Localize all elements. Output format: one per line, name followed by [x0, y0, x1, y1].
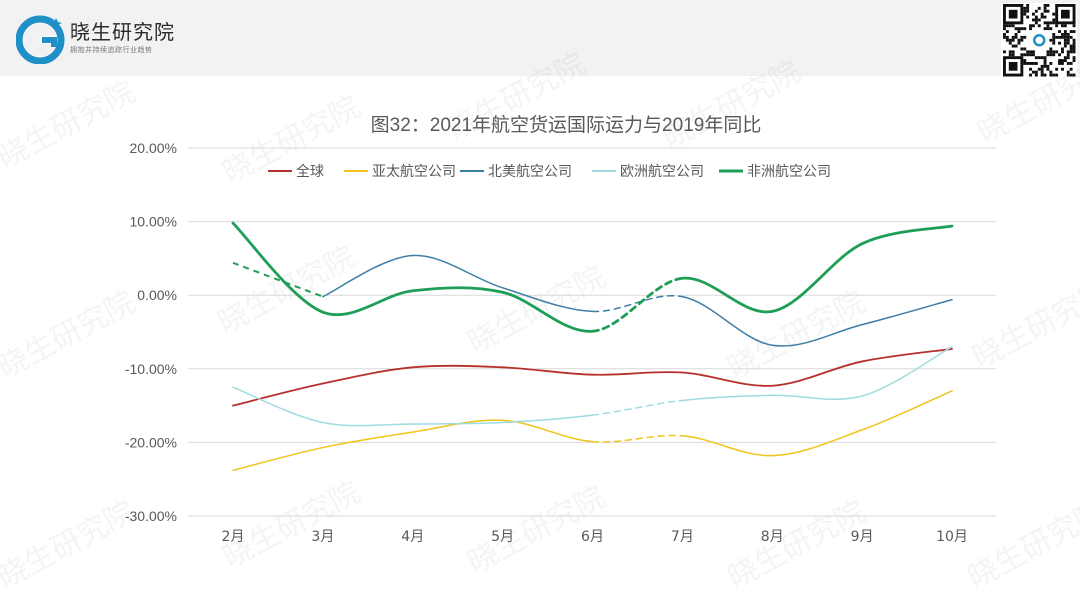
series-line-segment [680, 276, 774, 314]
brand-name: 晓生研究院 [70, 20, 175, 44]
series-line [232, 390, 953, 472]
series-line-segment [411, 364, 504, 369]
legend-label: 全球 [296, 163, 324, 180]
series-line-segment [231, 221, 325, 314]
y-tick-label: 20.00% [130, 140, 177, 156]
series-line [232, 348, 953, 407]
series-line-segment [771, 429, 863, 457]
series-line-segment [681, 295, 773, 346]
y-tick-label: 10.00% [130, 214, 177, 230]
series-line-segment [412, 419, 504, 433]
series-line-segment [591, 399, 684, 416]
series-line-segment [681, 371, 774, 387]
series-line-segment [681, 435, 773, 457]
series-line-segment [771, 360, 864, 387]
series-line [231, 221, 954, 333]
series-line-segment [771, 323, 863, 347]
y-tick-label: -20.00% [125, 434, 177, 450]
series-line-segment [501, 419, 594, 443]
series-line-segment [321, 366, 414, 385]
series-line-segment [501, 287, 594, 313]
series-line-segment [591, 434, 684, 443]
x-tick-label: 9月 [851, 529, 874, 545]
series-line-segment [501, 290, 594, 333]
y-tick-label: -10.00% [125, 361, 177, 377]
x-tick-label: 8月 [761, 529, 784, 545]
x-tick-label: 10月 [936, 529, 968, 545]
series-line-segment [771, 394, 863, 401]
series-line-segment [591, 371, 684, 376]
page-header: 晓生研究院 拥抱并持续追踪行业趋势 [0, 0, 1080, 77]
series-line-segment [232, 446, 324, 472]
x-tick-label: 3月 [311, 529, 334, 545]
series-line-segment [591, 276, 684, 333]
x-tick-label: 4月 [401, 529, 424, 545]
logo-icon [16, 15, 65, 64]
series-line-segment [412, 421, 504, 425]
legend-label: 亚太航空公司 [372, 164, 456, 180]
series-line-segment [861, 298, 953, 326]
series-line-segment [412, 254, 504, 289]
series-line-segment [861, 345, 953, 397]
x-tick-label: 5月 [491, 529, 514, 545]
series-line-segment [322, 421, 414, 427]
legend-label: 北美航空公司 [488, 164, 572, 180]
brand-slogan: 拥抱并持续追踪行业趋势 [70, 46, 153, 54]
series-line-segment [770, 242, 864, 313]
series-line-segment [321, 289, 415, 317]
y-tick-label: 0.00% [137, 287, 177, 303]
series-line-segment [232, 386, 324, 424]
y-tick-label: -30.00% [125, 508, 177, 524]
legend-label: 非洲航空公司 [747, 164, 831, 180]
chart-title: 图32：2021年航空货运国际运力与2019年同比 [371, 114, 762, 136]
series-line [322, 254, 953, 347]
series-line-dashed [232, 261, 324, 298]
x-tick-label: 7月 [671, 529, 694, 545]
qr-code-icon [1001, 3, 1077, 77]
series-line-segment [861, 390, 953, 431]
series-line-segment [232, 261, 324, 298]
x-tick-label: 2月 [222, 529, 245, 545]
series-line [232, 345, 953, 427]
series-line-segment [322, 254, 414, 298]
series-line-segment [681, 394, 773, 402]
series-line-segment [501, 414, 594, 424]
series-line-segment [591, 295, 684, 313]
series-line-segment [860, 224, 954, 246]
legend-label: 欧洲航空公司 [620, 164, 704, 180]
series-line-segment [501, 366, 594, 376]
series-line-segment [232, 382, 324, 407]
series-line-segment [411, 286, 505, 294]
x-tick-label: 6月 [581, 529, 604, 545]
series-line-segment [322, 431, 414, 449]
